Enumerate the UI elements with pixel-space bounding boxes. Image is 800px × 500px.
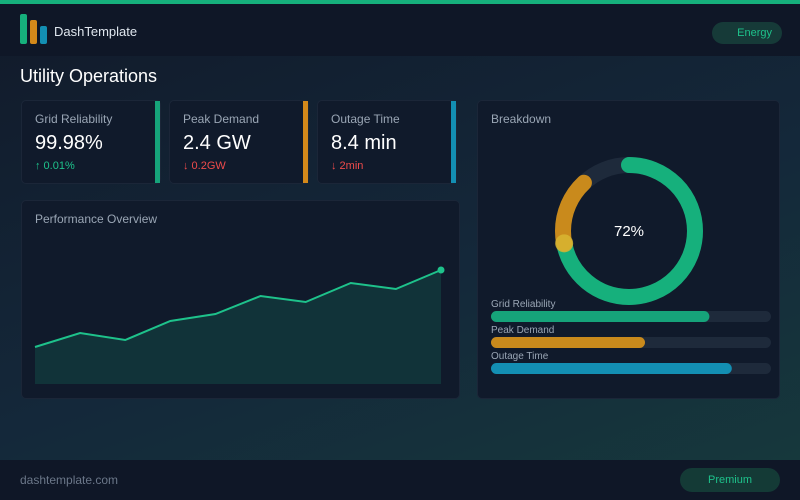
bar-label: Peak Demand: [491, 325, 554, 336]
kpi-value: 8.4 min: [331, 132, 397, 154]
kpi-strip: [451, 101, 456, 183]
kpi-card: Peak Demand 2.4 GW ↓ 0.2GW: [169, 100, 309, 184]
area: [35, 270, 441, 384]
footer: dashtemplate.com Premium: [0, 460, 800, 500]
donut-segment: [555, 157, 703, 305]
brand: DashTemplate: [54, 24, 138, 39]
kpi-card: Outage Time 8.4 min ↓ 2min: [317, 100, 457, 184]
donut-segment: [555, 157, 703, 305]
line: [34, 269, 442, 348]
progress-bar: [491, 363, 732, 374]
donut-label: 72%: [614, 223, 644, 240]
footer-site[interactable]: dashtemplate.com: [20, 473, 119, 487]
kpi-card: Grid Reliability 99.98% ↑ 0.01%: [21, 100, 161, 184]
page-title: Utility Operations: [20, 66, 158, 86]
kpi-delta: ↑ 0.01%: [35, 160, 75, 172]
progress-bar: [491, 311, 710, 322]
kpi-delta: ↓ 0.2GW: [183, 160, 226, 172]
kpi-delta: ↓ 2min: [331, 160, 364, 172]
filter-pill[interactable]: Energy: [712, 22, 782, 44]
kpi-strip: [155, 101, 160, 183]
card-title: Performance Overview: [35, 212, 158, 226]
kpi-label: Outage Time: [331, 112, 400, 126]
kpi-strip: [303, 101, 308, 183]
donut-chart: 72% Grid Reliability Peak Demand Outage Tim…: [491, 157, 771, 374]
performance-card: Performance Overview: [21, 200, 460, 399]
progress-bar: [491, 337, 645, 348]
card-title: Breakdown: [491, 112, 552, 126]
bar-label: Outage Time: [491, 351, 549, 362]
kpi-value: 99.98%: [35, 132, 103, 154]
breakdown-card: Breakdown 72% Grid Reliability Peak Demand…: [477, 100, 780, 399]
end-point: [437, 266, 445, 274]
line-chart: [34, 266, 445, 384]
kpi-value: 2.4 GW: [183, 132, 251, 154]
kpi-label: Peak Demand: [183, 112, 260, 126]
bar-label: Grid Reliability: [491, 299, 555, 310]
donut-marker: [555, 234, 574, 253]
top-bar: DashTemplate Energy: [0, 0, 800, 56]
premium-button[interactable]: Premium: [680, 468, 780, 492]
kpi-label: Grid Reliability: [35, 112, 113, 126]
